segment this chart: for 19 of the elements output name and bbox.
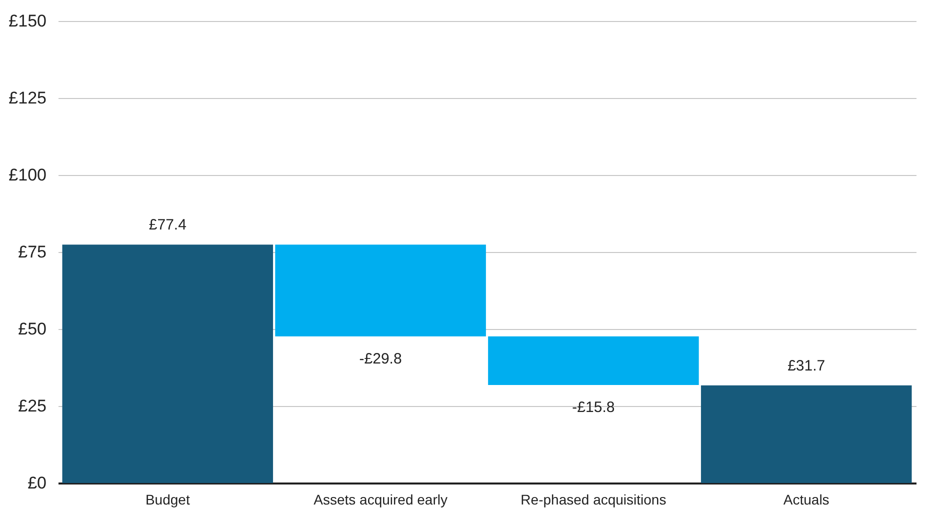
data-label: £77.4 [148, 216, 186, 234]
data-label: -£15.8 [572, 399, 615, 416]
x-tick-label: Re-phased acquisitions [520, 492, 666, 508]
x-tick-label: Actuals [783, 492, 830, 508]
y-tick-label: £0 [28, 474, 46, 492]
bar [275, 244, 486, 336]
bar [488, 336, 699, 386]
y-tick-label: £150 [8, 12, 46, 30]
x-tick-label: Budget [145, 492, 190, 508]
y-tick-label: £75 [18, 242, 46, 262]
y-tick-label: £25 [18, 396, 46, 416]
data-label: £31.7 [788, 357, 826, 374]
bar [62, 244, 274, 483]
y-tick-label: £100 [8, 166, 46, 184]
y-tick-label: £50 [18, 320, 46, 338]
bar [700, 385, 912, 483]
x-tick-label: Assets acquired early [314, 492, 448, 508]
data-label: -£29.8 [359, 350, 402, 368]
y-tick-label: £125 [8, 88, 46, 108]
